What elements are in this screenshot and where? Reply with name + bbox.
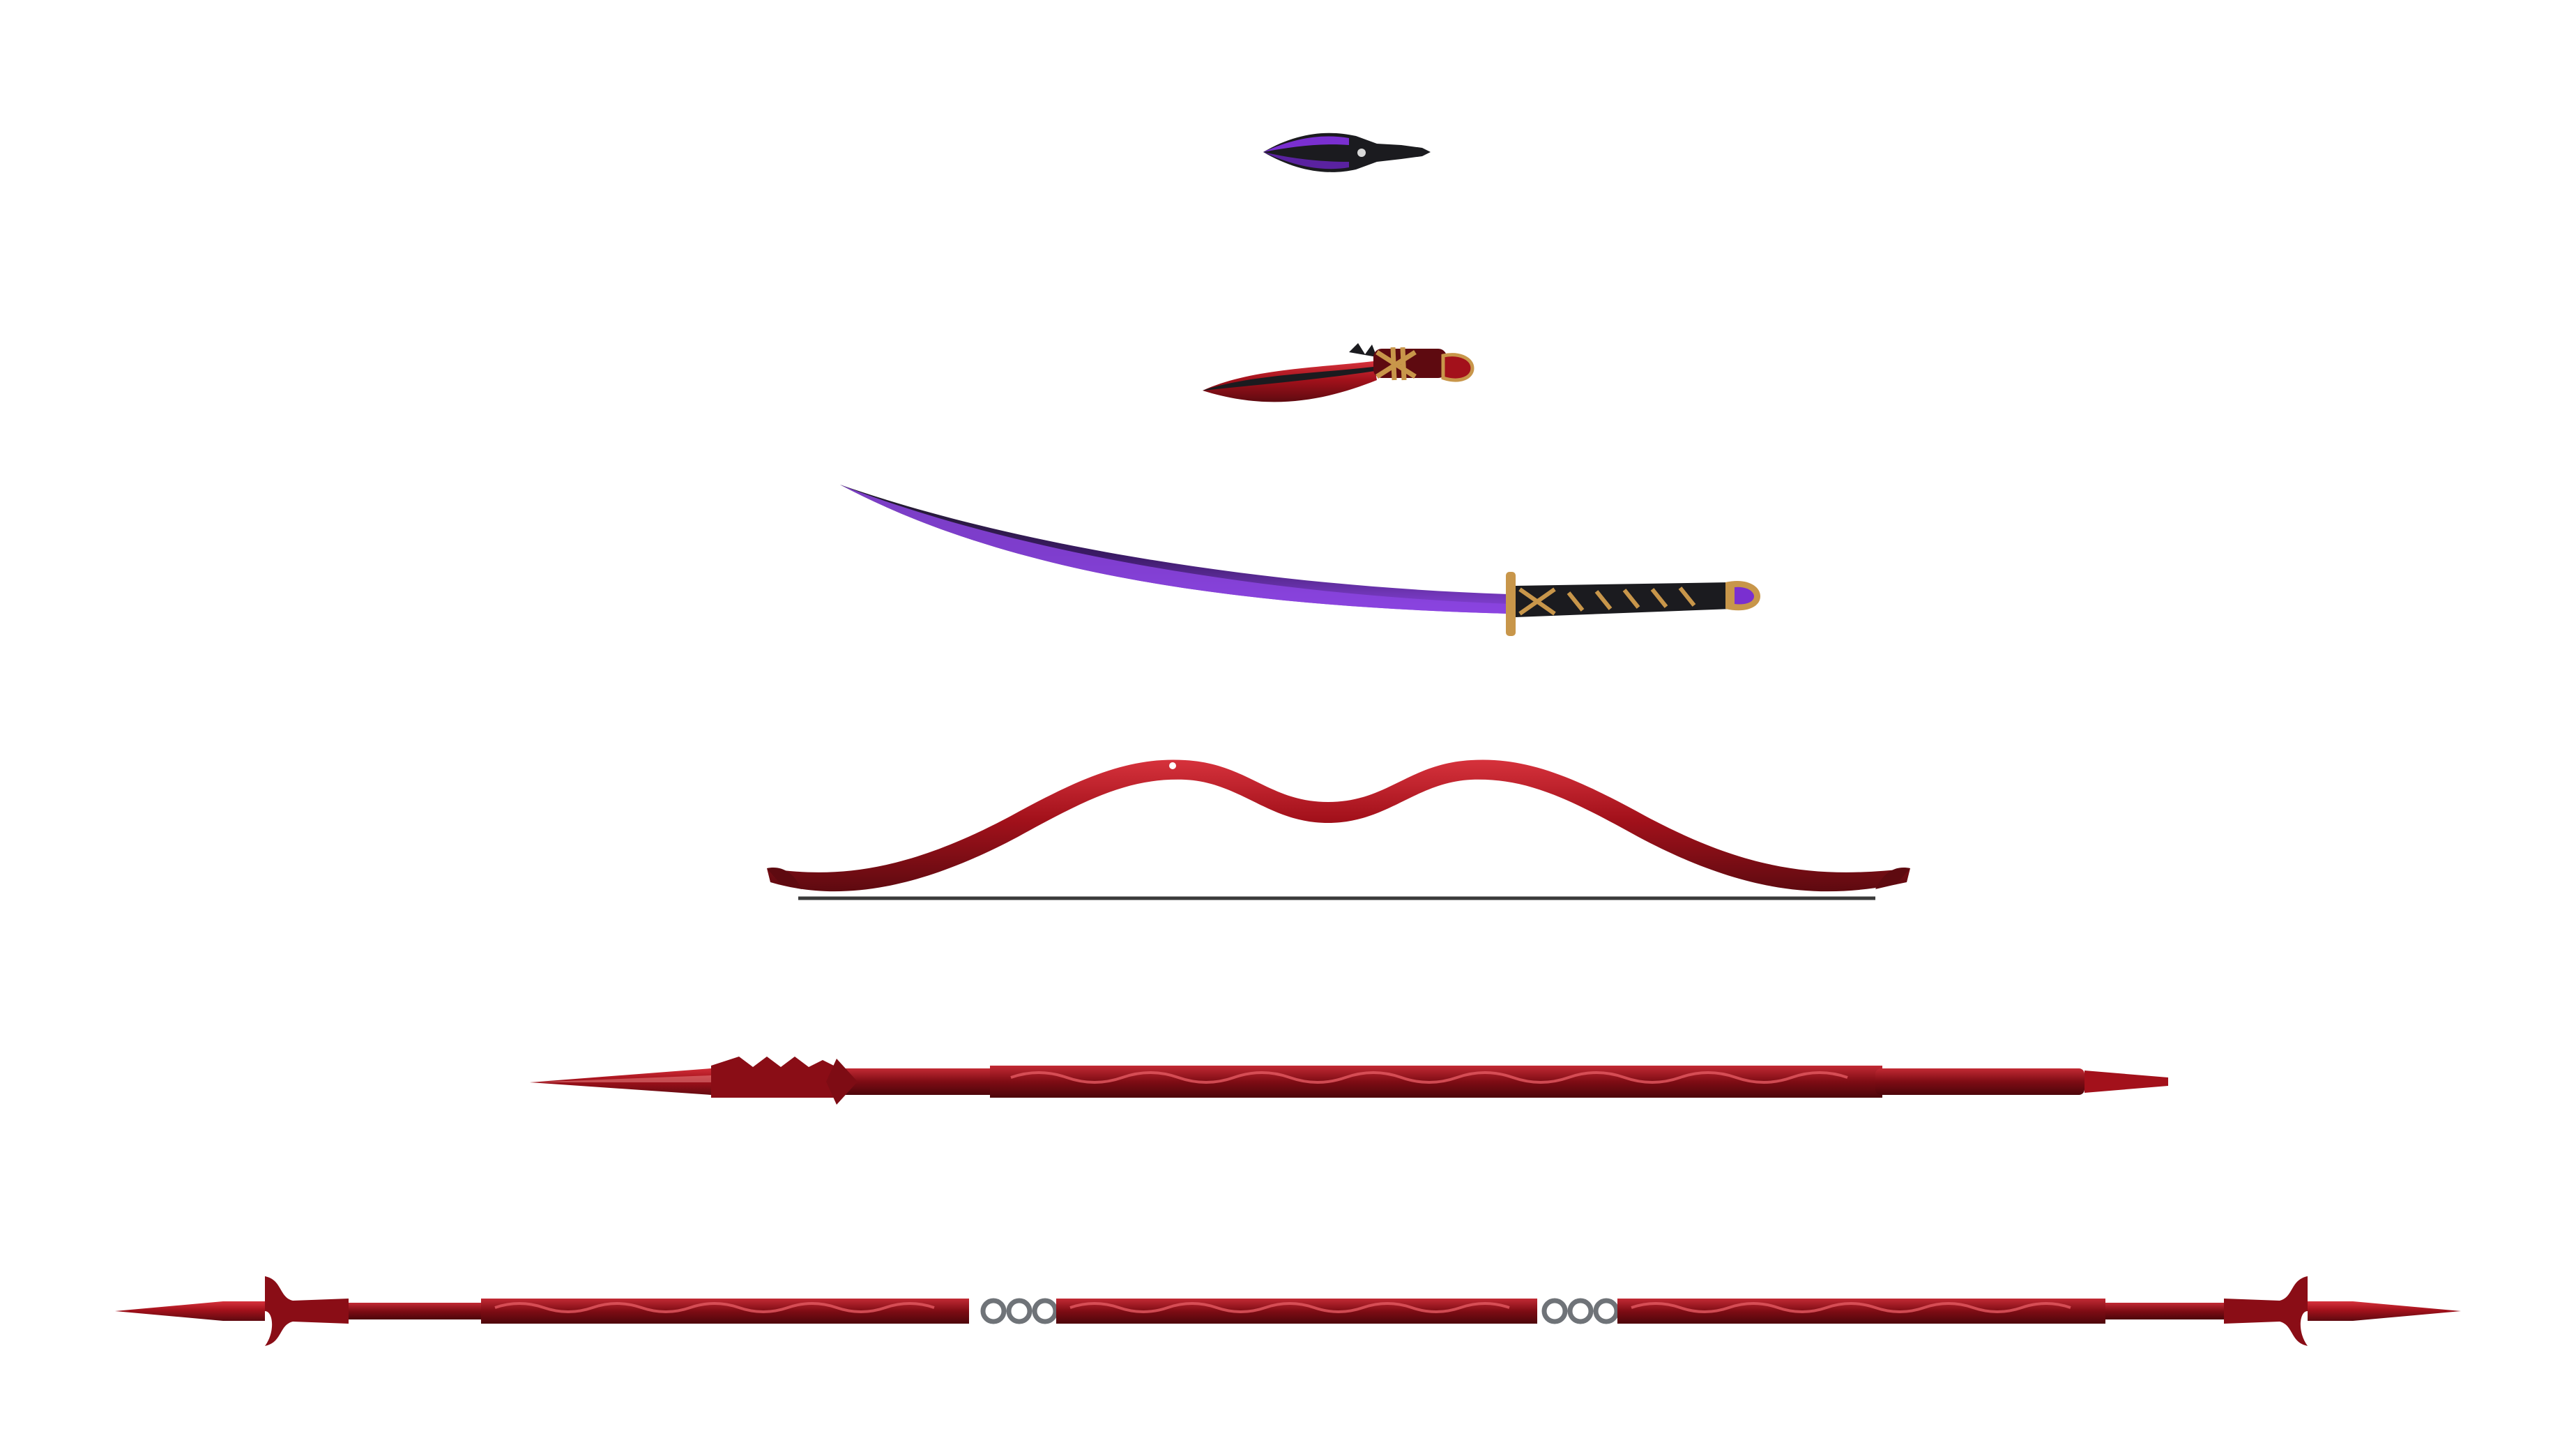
chained-staff-weapon — [115, 1276, 2461, 1346]
curved-dagger-weapon — [1203, 343, 1474, 402]
recurve-bow-weapon — [767, 759, 1910, 900]
katana-weapon — [840, 485, 1760, 636]
spear-weapon — [530, 1057, 2168, 1105]
kunai-weapon — [1263, 133, 1431, 172]
